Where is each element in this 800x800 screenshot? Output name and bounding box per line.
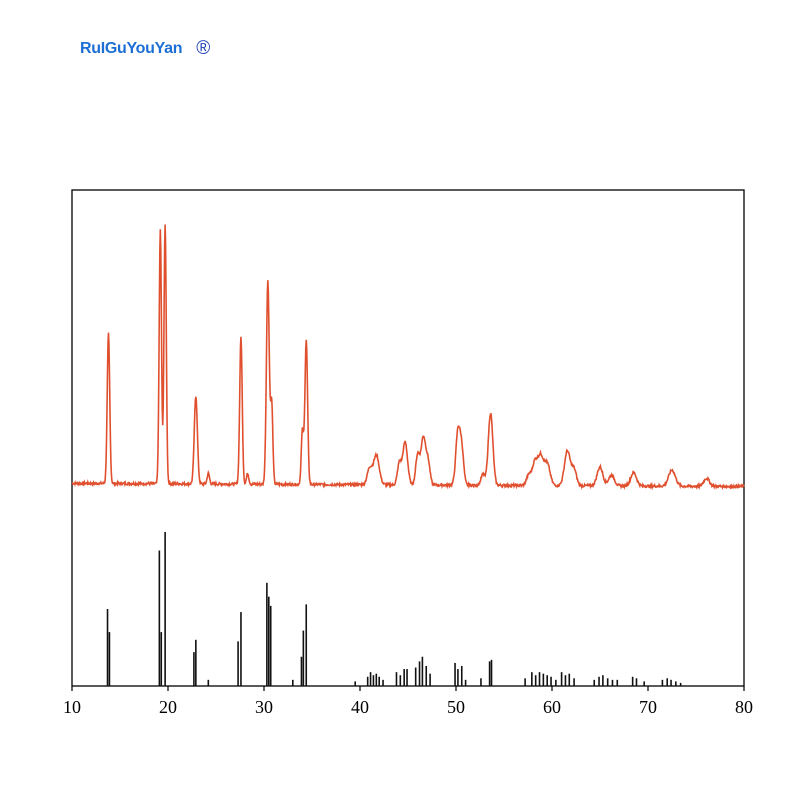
x-tick-label: 30 <box>255 697 273 717</box>
measured-pattern <box>71 224 745 491</box>
x-tick-label: 80 <box>735 697 753 717</box>
watermark-text: RuIGuYouYan <box>80 40 183 57</box>
watermark: RuIGuYouYan ® <box>80 38 210 60</box>
x-tick-label: 40 <box>351 697 369 717</box>
reference-pattern <box>106 532 682 686</box>
x-tick-label: 10 <box>63 697 81 717</box>
registered-mark-icon: ® <box>196 38 211 59</box>
plot-frame <box>71 189 745 687</box>
x-tick-label: 70 <box>639 697 657 717</box>
x-tick-label: 50 <box>447 697 465 717</box>
x-tick-label: 20 <box>159 697 177 717</box>
x-tick-label: 60 <box>543 697 561 717</box>
x-axis: 10 20 30 40 50 60 70 80 <box>63 686 753 717</box>
measured-line <box>71 224 745 491</box>
